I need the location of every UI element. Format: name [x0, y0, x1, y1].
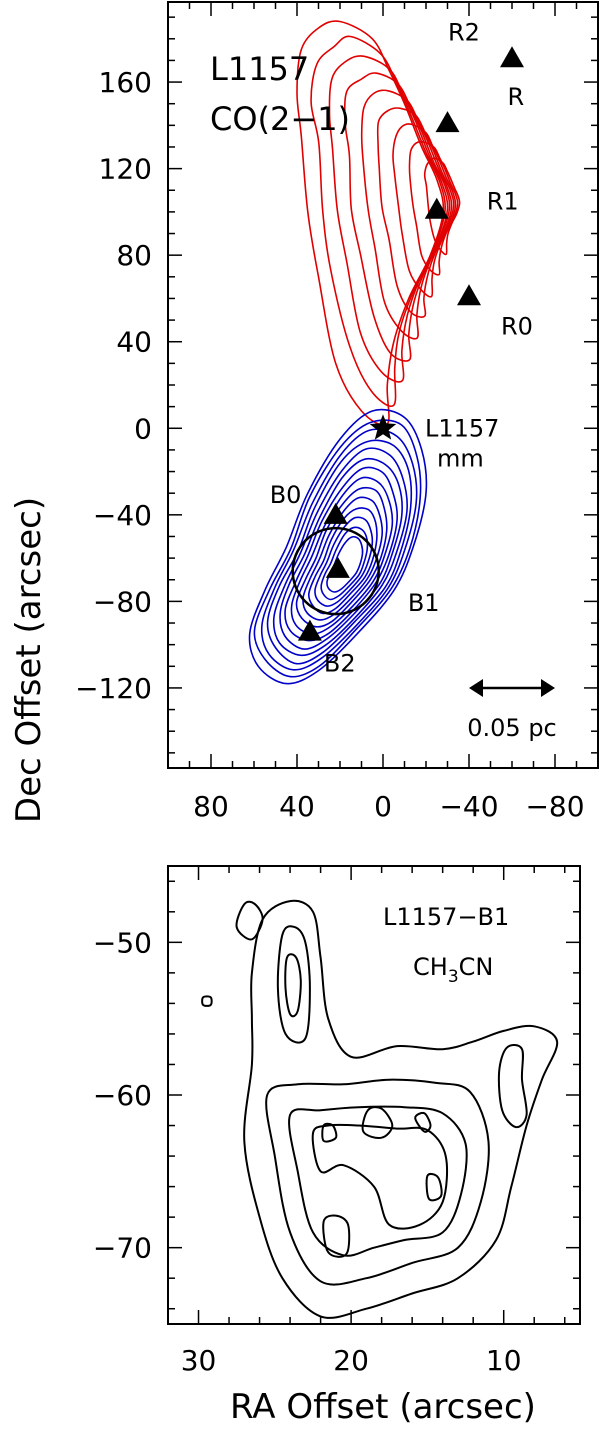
x-tick-label: −40: [439, 790, 498, 823]
marker-label: R1: [487, 188, 519, 216]
y-tick-label: −70: [93, 1232, 152, 1265]
blue-contour: [284, 466, 399, 642]
y-axis-title: Dec Offset (arcsec): [9, 497, 49, 823]
beam-circle: [291, 526, 380, 616]
bottom-ticks: [168, 866, 580, 1324]
marker-label: R: [508, 83, 525, 111]
marker-label: B1: [408, 589, 440, 617]
ch3cn-contour: [425, 1172, 443, 1202]
top-red-lobe: [296, 20, 461, 426]
ch3cn-contour: [201, 995, 213, 1007]
x-tick-label: 10: [486, 1344, 522, 1377]
ch3cn-subscript: 3: [448, 967, 459, 987]
y-tick-label: 0: [134, 412, 152, 445]
ch3cn-contour: [284, 953, 302, 1018]
ch3cn-contour: [243, 899, 559, 1319]
blue-contour: [253, 419, 422, 678]
top-ticks: [168, 2, 598, 768]
ch3cn-contour: [322, 1214, 351, 1258]
ch3cn-contour: [276, 925, 311, 1044]
marker-triangle: [325, 556, 350, 578]
ch3cn-contour: [321, 1122, 338, 1143]
ch3cn-contour: [311, 1123, 449, 1230]
red-contour: [360, 89, 453, 340]
marker-triangle: [500, 46, 524, 68]
blue-contour: [320, 526, 369, 601]
y-tick-label: −60: [93, 1079, 152, 1112]
red-contour: [392, 123, 457, 298]
blue-contour: [272, 447, 408, 657]
y-tick-label: 160: [99, 66, 152, 99]
marker-label: R2: [448, 18, 480, 46]
bottom-plot-frame: [167, 865, 581, 1325]
top-blue-lobe: [248, 408, 428, 685]
ch3cn-contour: [414, 1111, 432, 1133]
marker-star: [369, 414, 397, 440]
top-circle: [291, 526, 380, 616]
marker-triangle: [297, 619, 322, 641]
top-line-label: CO(2−1): [210, 100, 350, 138]
ch3cn-contour: [497, 1044, 528, 1129]
top-tick-labels: −120 −80 −40 0 40 80 120 160 80 40 0 −40 −80: [75, 66, 584, 823]
ch3cn-ch: CH: [413, 953, 448, 981]
ch3cn-contour: [265, 1078, 490, 1286]
ch3cn-contour: [288, 1105, 468, 1257]
ch3cn-cn: CN: [459, 953, 494, 981]
marker-label: L1157: [425, 414, 499, 442]
bottom-panel: L1157−B1 CH3CN −70 −60 −50 30 20 10: [93, 865, 581, 1377]
x-tick-label: 0: [374, 790, 392, 823]
y-tick-label: 40: [116, 326, 152, 359]
y-tick-label: −40: [93, 499, 152, 532]
x-tick-label: 30: [181, 1344, 217, 1377]
y-tick-label: 80: [116, 239, 152, 272]
scale-bar-label: 0.05 pc: [467, 714, 557, 742]
y-tick-label: 120: [99, 153, 152, 186]
marker-label: R0: [501, 312, 533, 340]
marker-triangle: [323, 502, 348, 524]
x-tick-label: 20: [333, 1344, 369, 1377]
blue-contour: [248, 408, 428, 685]
blue-contour: [260, 428, 418, 671]
red-contour: [408, 140, 459, 276]
y-tick-label: −80: [93, 585, 152, 618]
blue-contour: [279, 457, 403, 650]
blue-contour: [266, 439, 413, 665]
marker-label: B2: [324, 650, 356, 678]
marker-label: B0: [270, 481, 302, 509]
blue-contour: [326, 535, 364, 593]
y-tick-label: −120: [75, 672, 152, 705]
x-tick-label: 40: [279, 790, 315, 823]
top-scale-bar: 0.05 pc: [467, 678, 557, 742]
marker-triangle: [457, 284, 481, 306]
bottom-tick-labels: −70 −60 −50 30 20 10: [93, 926, 522, 1377]
blue-contour: [314, 516, 374, 607]
marker-triangle: [424, 197, 449, 219]
scale-bar-arrow-left: [469, 678, 483, 697]
red-contour: [376, 107, 455, 318]
x-tick-label: −80: [525, 790, 584, 823]
y-tick-label: −50: [93, 926, 152, 959]
marker-sublabel: mm: [437, 444, 484, 472]
bottom-line-label: CH3CN: [413, 953, 493, 987]
x-axis-title: RA Offset (arcsec): [230, 1387, 536, 1427]
bottom-contours: [201, 899, 559, 1319]
x-tick-label: 80: [193, 790, 229, 823]
marker-triangle: [435, 111, 460, 133]
ch3cn-contour: [235, 900, 264, 941]
top-source-label: L1157: [210, 50, 309, 88]
bottom-source-label: L1157−B1: [383, 903, 509, 931]
scale-bar-arrow-right: [541, 678, 555, 697]
ch3cn-contour: [361, 1106, 394, 1139]
